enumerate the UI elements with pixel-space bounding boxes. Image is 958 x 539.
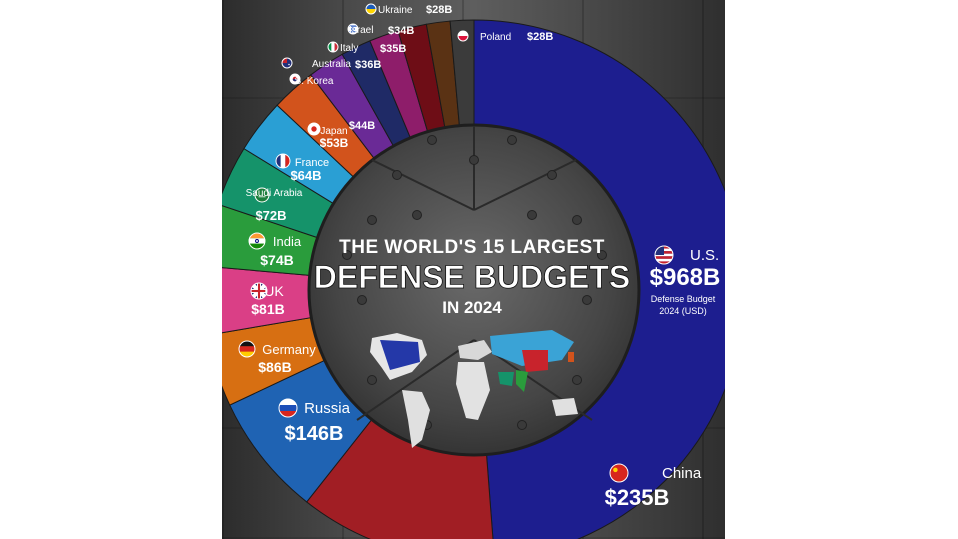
chart-title-line2: DEFENSE BUDGETS xyxy=(314,259,630,295)
label-value: $235B xyxy=(605,485,670,510)
label-name: Israel xyxy=(349,25,373,36)
label-value: $72B xyxy=(255,208,286,223)
label-value: $86B xyxy=(258,359,291,375)
label-germany: Germany $86B xyxy=(238,340,316,375)
label-value: $35B xyxy=(380,43,406,55)
uk-flag-icon xyxy=(250,282,268,300)
israel-flag-icon xyxy=(347,23,359,35)
label-name: S. Korea xyxy=(295,76,334,87)
label-value: $968B xyxy=(650,264,721,291)
chart-title: THE WORLD'S 15 LARGEST DEFENSE BUDGETS I… xyxy=(313,237,630,317)
label-value: $74B xyxy=(260,252,293,268)
label-israel: Israel $34B xyxy=(347,23,414,37)
label-china: China $235B xyxy=(605,463,702,510)
label-italy: Italy $35B xyxy=(327,41,406,55)
label-value: $81B xyxy=(251,301,284,317)
donut-chart: THE WORLD'S 15 LARGEST DEFENSE BUDGETS I… xyxy=(222,3,725,539)
poland-flag-icon xyxy=(457,30,469,42)
label-value: $44B xyxy=(349,120,375,132)
label-name: Italy xyxy=(340,43,358,54)
us-budget-note: Defense Budget 2024 (USD) xyxy=(651,294,716,316)
chart-title-line1: THE WORLD'S 15 LARGEST xyxy=(339,237,605,258)
label-us: U.S.$968B xyxy=(650,245,721,291)
us-note-line2: 2024 (USD) xyxy=(659,306,707,316)
label-name: UK xyxy=(264,283,284,299)
label-name: Saudi Arabia xyxy=(246,188,303,199)
japan-flag-icon xyxy=(307,122,321,136)
world-map xyxy=(370,330,578,448)
label-ukraine: Ukraine $28B xyxy=(365,3,452,16)
korea-flag-icon xyxy=(289,73,301,85)
label-name: Ukraine xyxy=(378,5,413,16)
label-value: $64B xyxy=(290,168,321,183)
label-france: France$64B xyxy=(275,153,329,183)
label-name: France xyxy=(295,157,329,169)
label-saudi-arabia: Saudi Arabia $72B xyxy=(246,187,303,223)
label-name: Poland xyxy=(480,32,511,43)
label-japan: Japan$53B xyxy=(307,122,349,150)
label-india: India $74B xyxy=(248,232,302,268)
label-name: Germany xyxy=(262,342,316,357)
label-value: $146B xyxy=(285,423,344,445)
label-name: India xyxy=(273,234,302,249)
australia-flag-icon xyxy=(281,57,293,69)
label-name: Japan xyxy=(320,126,347,137)
label-australia: Australia $36B xyxy=(281,57,381,71)
label-s-korea: S. Korea $44B xyxy=(289,73,375,132)
india-flag-icon xyxy=(248,232,266,250)
label-name: Australia xyxy=(312,59,351,70)
infographic-panel: THE WORLD'S 15 LARGEST DEFENSE BUDGETS I… xyxy=(222,0,725,539)
label-russia: Russia $146B xyxy=(278,398,351,445)
saudi-flag-icon xyxy=(254,187,270,203)
label-value: $28B xyxy=(527,31,553,43)
label-uk: UK $81B xyxy=(250,282,285,317)
label-poland: Poland $28B xyxy=(457,30,553,43)
italy-flag-icon xyxy=(327,41,339,53)
us-flag-icon xyxy=(654,245,674,265)
label-name: China xyxy=(662,465,702,482)
chart-title-line3: IN 2024 xyxy=(442,298,502,317)
ukraine-flag-icon xyxy=(365,3,377,15)
label-value: $28B xyxy=(426,4,452,16)
label-name: U.S. xyxy=(690,247,719,264)
china-flag-icon xyxy=(609,463,629,483)
label-value: $53B xyxy=(320,136,349,150)
label-value: $36B xyxy=(355,59,381,71)
france-flag-icon xyxy=(275,153,291,169)
russia-flag-icon xyxy=(278,398,298,418)
label-value: $34B xyxy=(388,25,414,37)
label-name: Russia xyxy=(304,400,351,417)
germany-flag-icon xyxy=(238,340,256,358)
us-note-line1: Defense Budget xyxy=(651,294,716,304)
